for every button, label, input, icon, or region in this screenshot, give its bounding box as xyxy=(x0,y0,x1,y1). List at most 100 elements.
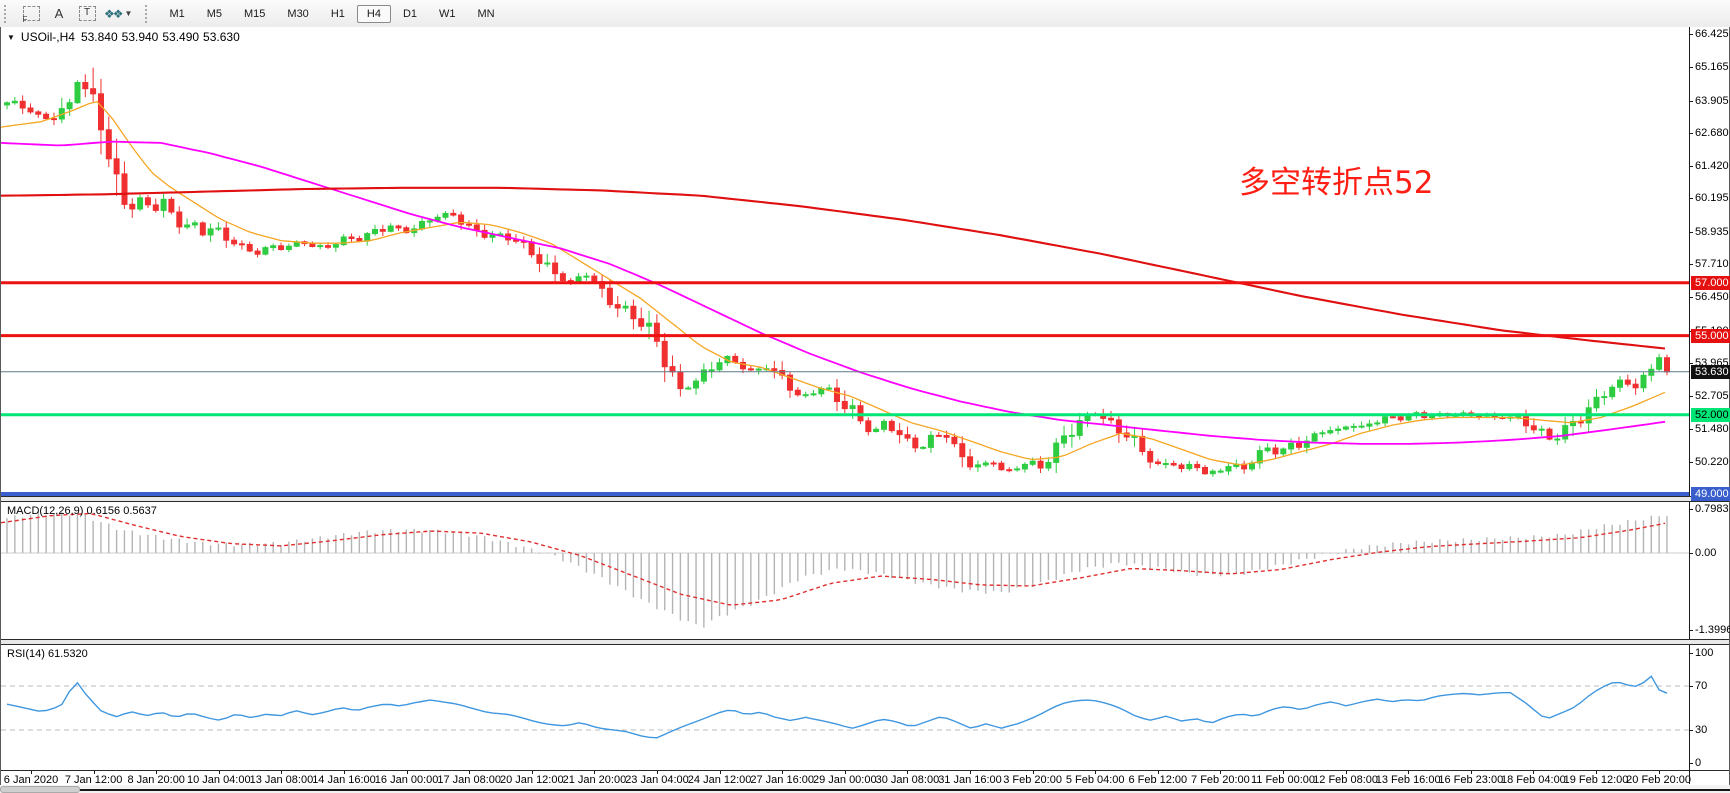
timeframe-button-d1[interactable]: D1 xyxy=(402,7,417,20)
text-box-tool-button[interactable]: T xyxy=(75,3,99,25)
timeframe-button-m1[interactable]: M1 xyxy=(169,7,185,20)
date-axis-tick xyxy=(657,771,658,774)
axis-tick xyxy=(1689,509,1693,511)
timeframe-button-h4[interactable]: H4 xyxy=(356,4,391,23)
price-badge-55.000: 55.000 xyxy=(1691,328,1730,343)
symbol-label: USOil-,H4 xyxy=(20,30,75,44)
timeframe-button-m15[interactable]: M15 xyxy=(244,7,266,20)
rsi-panel: RSI(14) 61.5320 100 70 30 0 xyxy=(1,645,1729,771)
axis-tick-label: 61.420 xyxy=(1695,160,1729,173)
date-axis-label: 20 Feb 20:00 xyxy=(1626,774,1692,786)
macd-panel: MACD(12,26,9) 0.6156 0.5637 0.7983 0.00 -1… xyxy=(1,502,1730,639)
toolbar-grip[interactable] xyxy=(145,4,151,23)
text-label-tool-button[interactable]: A xyxy=(47,3,71,25)
date-axis-tick xyxy=(156,771,158,774)
axis-tick xyxy=(1689,653,1693,654)
chart-annotation-text: 多空转折点52 xyxy=(1239,165,1434,201)
price-axis-border xyxy=(1689,27,1690,784)
date-axis-label: 18 Feb 04:00 xyxy=(1500,774,1566,786)
main-chart-canvas[interactable] xyxy=(1,27,1689,496)
toolbar-grip[interactable] xyxy=(4,4,10,23)
axis-tick xyxy=(1689,198,1693,200)
arrow-shapes-dropdown[interactable]: ❖❖ ▼ xyxy=(103,3,133,25)
date-axis-label: 17 Jan 08:00 xyxy=(437,774,501,786)
date-axis-tick xyxy=(844,771,846,774)
ma-mid-magenta-line xyxy=(1,140,1666,445)
date-axis-label: 10 Jan 04:00 xyxy=(186,774,251,786)
date-axis-tick xyxy=(1283,771,1284,774)
date-axis-label: 27 Jan 16:00 xyxy=(750,774,814,786)
date-axis-label: 16 Jan 00:00 xyxy=(374,774,439,786)
axis-tick-label: 56.450 xyxy=(1695,291,1729,304)
macd-canvas[interactable] xyxy=(1,502,1689,639)
scrollbar-rail xyxy=(80,789,1730,791)
date-axis-tick xyxy=(1596,771,1597,774)
date-axis-tick xyxy=(218,771,220,774)
dotted-frame-f-tool-button[interactable]: F xyxy=(19,3,43,25)
axis-tick xyxy=(1689,34,1693,35)
ohlc-low: 53.490 xyxy=(162,30,200,44)
ma-slow-red-line xyxy=(1,186,1666,350)
rsi-line xyxy=(6,675,1668,739)
axis-tick-label: 52.705 xyxy=(1695,390,1729,403)
scrollbar-thumb[interactable] xyxy=(0,786,80,793)
axis-tick xyxy=(1689,362,1693,364)
date-axis-label: 12 Feb 08:00 xyxy=(1313,774,1379,786)
date-axis-label: 23 Jan 04:00 xyxy=(625,774,689,786)
date-axis-label: 11 Feb 00:00 xyxy=(1250,774,1316,786)
date-axis-tick xyxy=(907,771,909,774)
letter-a-icon: A xyxy=(54,6,64,21)
date-axis-tick xyxy=(1220,771,1222,774)
rsi-canvas[interactable] xyxy=(1,645,1689,770)
date-axis-tick xyxy=(1658,771,1660,774)
date-axis-tick xyxy=(1345,771,1347,774)
date-axis-tick xyxy=(344,771,345,774)
chart-title: ▼ USOil-,H4 53.840 53.940 53.490 53.630 xyxy=(7,30,240,44)
axis-tick xyxy=(1689,166,1693,168)
axis-tick xyxy=(1689,730,1693,731)
axis-tick-label: 50.220 xyxy=(1695,455,1729,468)
timeframe-button-m30[interactable]: M30 xyxy=(287,7,309,20)
price-badge-52.000: 52.000 xyxy=(1691,407,1730,422)
panel-divider[interactable] xyxy=(1,639,1729,645)
axis-tick-label: 65.165 xyxy=(1695,61,1729,74)
price-badge-53.630: 53.630 xyxy=(1691,364,1730,379)
date-axis-tick xyxy=(1157,771,1159,774)
horizontal-scrollbar[interactable] xyxy=(0,785,1730,793)
date-axis-tick xyxy=(1470,771,1472,774)
panel-divider[interactable] xyxy=(1,496,1729,502)
macd-signal-line xyxy=(1,512,1666,606)
price-badge-49.000: 49.000 xyxy=(1691,487,1730,502)
axis-tick-label: 51.480 xyxy=(1695,422,1729,435)
date-axis-tick xyxy=(970,771,971,774)
price-badge-57.000: 57.000 xyxy=(1691,275,1730,290)
date-axis-label: 8 Jan 20:00 xyxy=(127,774,185,786)
axis-tick xyxy=(1689,231,1693,233)
timeframe-button-w1[interactable]: W1 xyxy=(439,7,456,20)
date-axis-label: 7 Jan 12:00 xyxy=(64,774,123,786)
date-axis-label: 13 Jan 08:00 xyxy=(249,774,314,786)
timeframe-button-h1[interactable]: H1 xyxy=(330,7,345,20)
ohlc-high: 53.940 xyxy=(121,30,159,44)
rsi-label: RSI(14) 61.5320 xyxy=(7,648,88,660)
axis-tick xyxy=(1689,297,1693,299)
axis-tick xyxy=(1689,763,1693,764)
timeframe-button-mn[interactable]: MN xyxy=(477,7,495,20)
date-axis-tick xyxy=(594,771,596,774)
date-axis-label: 16 Feb 23:00 xyxy=(1438,774,1504,786)
date-axis-tick xyxy=(1533,771,1535,774)
date-axis-tick xyxy=(1032,771,1034,774)
macd-label: MACD(12,26,9) 0.6156 0.5637 xyxy=(7,505,157,517)
shapes-icon: ❖❖ xyxy=(104,6,123,21)
axis-tick-label: 0.7983 xyxy=(1695,503,1729,516)
ohlc-close: 53.630 xyxy=(203,30,240,44)
date-axis-tick xyxy=(281,771,283,774)
date-axis-tick xyxy=(31,771,32,774)
date-axis-tick xyxy=(1408,771,1410,774)
timeframe-button-m5[interactable]: M5 xyxy=(206,7,222,20)
date-axis-label: 30 Jan 08:00 xyxy=(875,774,940,786)
symbol-dropdown-icon[interactable]: ▼ xyxy=(7,32,15,42)
axis-tick-label: 60.195 xyxy=(1695,192,1729,205)
axis-tick-label: 66.425 xyxy=(1695,28,1729,40)
axis-tick-label: 70 xyxy=(1695,680,1708,692)
